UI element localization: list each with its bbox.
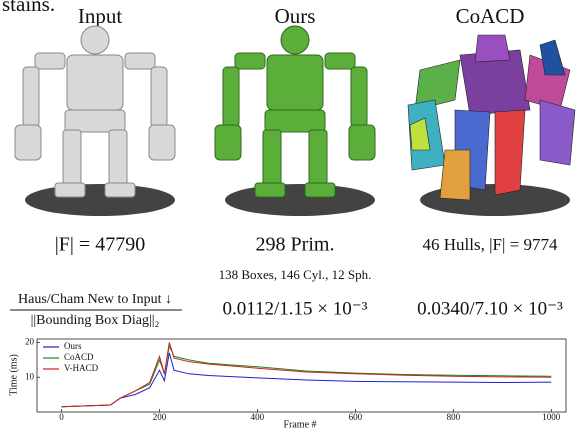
shadow — [225, 184, 375, 216]
legend-label: Ours — [64, 341, 82, 351]
input-mesh — [15, 26, 175, 197]
x-tick-label: 400 — [251, 412, 265, 422]
column-header: Ours — [275, 4, 316, 28]
hull-mesh — [408, 35, 575, 200]
column-label: |F| = 47790 — [55, 234, 145, 256]
column-label: 298 Prim. — [256, 234, 335, 256]
x-tick-label: 1000 — [542, 412, 561, 422]
x-tick-label: 600 — [349, 412, 363, 422]
primitive-mesh — [215, 26, 375, 197]
caption-fragment: stains. — [2, 0, 55, 16]
legend-label: CoACD — [64, 352, 94, 362]
shadow — [25, 184, 175, 216]
timing-chart: Time (ms) Frame # 0 200 400 600 800 1000 10 20 O… — [8, 337, 566, 431]
y-tick-label: 20 — [25, 337, 35, 347]
x-tick-label: 0 — [59, 412, 64, 422]
column-header: Input — [78, 4, 122, 28]
column-label: 46 Hulls, |F| = 9774 — [423, 235, 558, 254]
metric-value: 0.0112/1.15 × 10⁻³ — [222, 298, 367, 319]
primitive-breakdown: 138 Boxes, 146 Cyl., 12 Sph. — [219, 267, 372, 282]
y-tick-label: 10 — [25, 371, 35, 381]
x-tick-label: 200 — [153, 412, 167, 422]
figure: stains. Input Ours CoACD |F| = 47790 298… — [0, 0, 577, 433]
series-line — [62, 343, 552, 407]
metric-numerator: Haus/Cham New to Input ↓ — [18, 292, 172, 307]
legend-label: V-HACD — [64, 363, 99, 373]
x-tick-label: 800 — [447, 412, 461, 422]
metric-value: 0.0340/7.10 × 10⁻³ — [417, 298, 563, 319]
metric-denominator: ||Bounding Box Diag||₂ — [31, 313, 160, 328]
column-header: CoACD — [456, 4, 525, 28]
x-axis-label: Frame # — [283, 419, 316, 430]
y-axis-label: Time (ms) — [8, 354, 19, 396]
series-line — [62, 353, 552, 407]
